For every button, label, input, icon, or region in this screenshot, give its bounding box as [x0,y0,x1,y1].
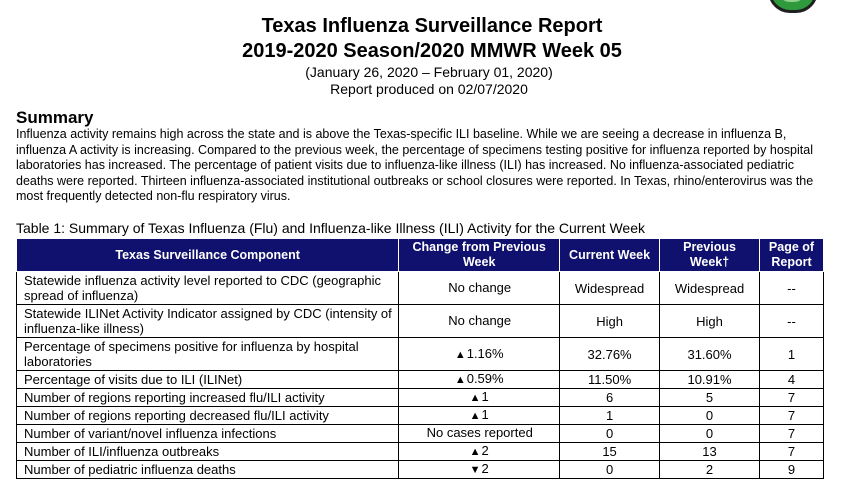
header-previous-week: Previous Week† [659,238,760,272]
row-current: 1 [559,406,661,425]
down-triangle-icon: ▼ [469,464,481,476]
table-row: Number of regions reporting increased fl… [15,388,824,407]
table-row: Statewide ILINet Activity Indicator assi… [15,304,824,338]
header-current-week: Current Week [559,238,661,272]
change-value: 1.16% [466,345,504,361]
row-change: ▲1 [398,388,561,407]
change-value: No change [448,279,512,295]
table-header-row: Texas Surveillance Component Change from… [15,238,824,272]
row-page: 7 [759,388,824,407]
row-component: Number of variant/novel influenza infect… [15,424,400,443]
row-change: No cases reported [398,424,561,443]
table-row: Number of regions reporting decreased fl… [15,406,824,425]
row-current: Widespread [559,271,661,305]
table-row: Number of pediatric influenza deaths ▼2 … [15,460,824,479]
summary-heading: Summary [16,108,94,127]
summary-paragraph: Influenza activity remains high across t… [16,127,814,203]
change-value: 2 [481,443,489,458]
surveillance-summary-table: Texas Surveillance Component Change from… [15,238,824,479]
up-triangle-icon: ▲ [454,374,466,386]
row-current: 15 [559,442,661,461]
row-current: 6 [559,388,661,407]
state-health-seal-icon [768,0,818,13]
row-component: Percentage of specimens positive for inf… [15,337,400,371]
row-page: 1 [759,337,824,371]
table-caption: Table 1: Summary of Texas Influenza (Flu… [16,220,645,236]
header-component: Texas Surveillance Component [15,238,400,272]
row-page: 4 [759,370,824,389]
up-triangle-icon: ▲ [454,348,466,361]
row-current: 11.50% [559,370,661,389]
table-row: Statewide influenza activity level repor… [15,271,824,305]
row-previous: High [659,304,760,338]
report-season-week: 2019-2020 Season/2020 MMWR Week 05 [242,40,622,62]
row-current: 0 [559,460,661,479]
change-value: No change [448,312,512,328]
row-component: Percentage of visits due to ILI (ILINet) [15,370,400,389]
row-component: Statewide influenza activity level repor… [15,271,400,305]
row-change: No change [398,271,561,305]
row-current: High [559,304,661,338]
change-value: 1 [481,389,489,404]
row-change: ▲1.16% [398,337,561,371]
row-change: ▼2 [398,460,561,479]
row-component: Number of ILI/influenza outbreaks [15,442,400,461]
table-row: Percentage of specimens positive for inf… [15,337,824,371]
row-previous: 0 [659,424,760,443]
row-component: Number of regions reporting increased fl… [15,388,400,407]
row-change: ▲1 [398,406,561,425]
row-current: 32.76% [559,337,661,371]
report-header: Texas Influenza Surveillance Report 2019… [0,14,858,98]
row-previous: Widespread [659,271,760,305]
row-change: ▲2 [398,442,561,461]
table-row: Number of ILI/influenza outbreaks ▲2 15 … [15,442,824,461]
change-value: 2 [481,461,489,476]
change-value: 1 [481,407,489,422]
row-page: 7 [759,406,824,425]
report-date-range: (January 26, 2020 – February 01, 2020) [305,64,553,80]
change-value: No cases reported [426,425,533,440]
row-change: ▲0.59% [398,370,561,389]
row-page: -- [759,304,824,338]
row-previous: 5 [659,388,760,407]
header-change: Change from Previous Week [398,238,561,272]
up-triangle-icon: ▲ [469,410,481,422]
up-triangle-icon: ▲ [469,392,481,404]
row-previous: 2 [659,460,760,479]
row-previous: 0 [659,406,760,425]
row-change: No change [398,304,561,338]
row-page: 7 [759,442,824,461]
change-value: 0.59% [466,371,504,386]
row-component: Statewide ILINet Activity Indicator assi… [15,304,400,338]
row-page: -- [759,271,824,305]
header-page: Page of Report [759,238,824,272]
report-produced-date: Report produced on 02/07/2020 [330,81,528,97]
row-previous: 10.91% [659,370,760,389]
seal-inner-ring [778,0,806,2]
table-row: Percentage of visits due to ILI (ILINet)… [15,370,824,389]
row-page: 9 [759,460,824,479]
row-current: 0 [559,424,661,443]
row-component: Number of regions reporting decreased fl… [15,406,400,425]
table-row: Number of variant/novel influenza infect… [15,424,824,443]
row-previous: 31.60% [659,337,760,371]
up-triangle-icon: ▲ [469,446,481,458]
row-component: Number of pediatric influenza deaths [15,460,400,479]
row-previous: 13 [659,442,760,461]
report-title: Texas Influenza Surveillance Report [261,15,603,37]
row-page: 7 [759,424,824,443]
